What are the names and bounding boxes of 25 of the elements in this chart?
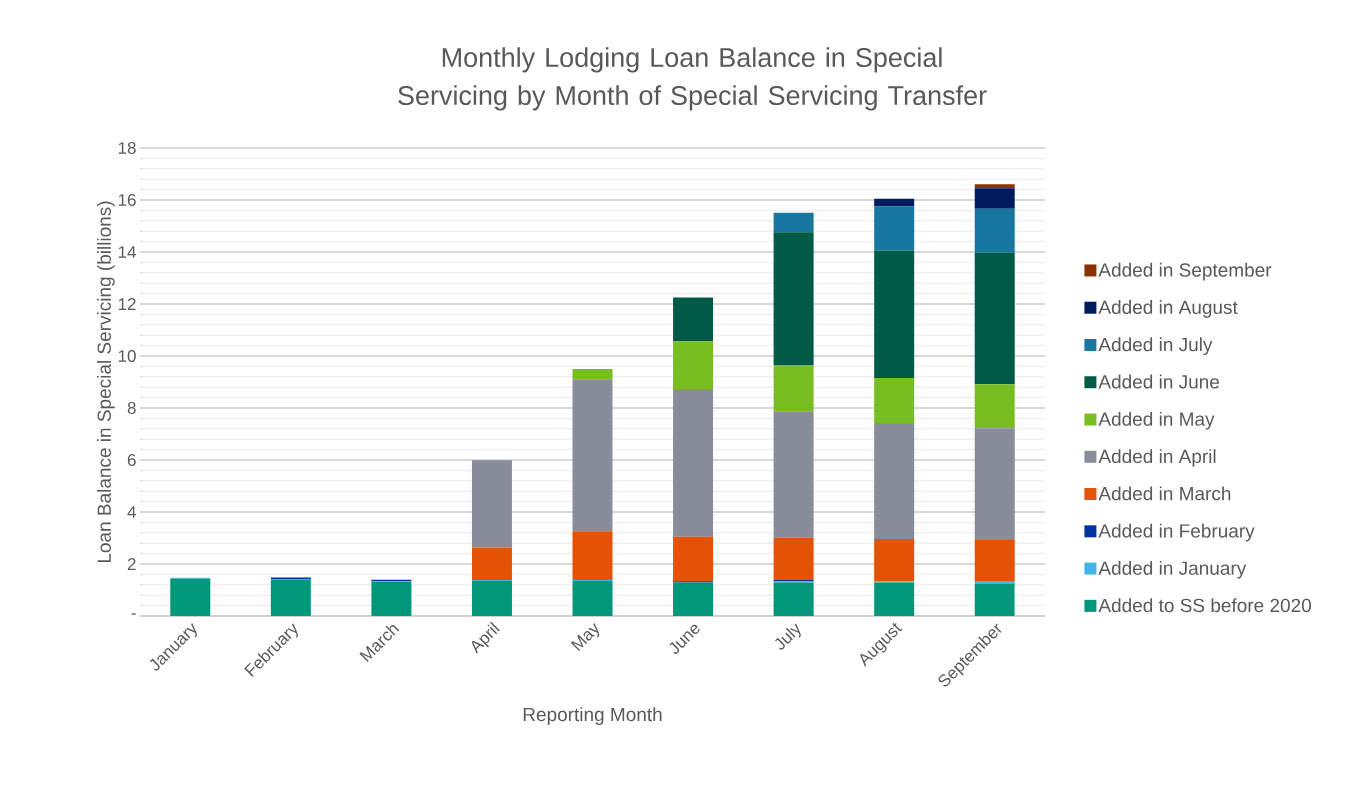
legend-label: Added in February (1098, 523, 1255, 542)
y-tick-label: 10 (118, 349, 136, 363)
y-tick-label: - (131, 613, 136, 615)
legend-label: Added in June (1098, 374, 1220, 389)
legend-label: Added in January (1098, 560, 1247, 579)
legend-label: Added to SS before 2020 (1098, 598, 1311, 613)
y-axis-title: Loan Balance in Special Servicing (billions) (96, 201, 115, 563)
legend-label: Added in August (1098, 300, 1238, 318)
chart-title: Monthly Lodging Loan Balance in Special Servicing by Month of Special Servicing Transfer (398, 47, 987, 111)
legend-label: Added in July (1098, 337, 1213, 356)
y-tick-label: 18 (118, 141, 136, 155)
y-tick-label: 8 (127, 401, 136, 415)
x-tick-label: May (570, 622, 600, 651)
y-tick-label: 4 (127, 506, 136, 518)
legend-label: Added in May (1098, 411, 1215, 430)
y-tick-label: 2 (127, 558, 136, 570)
y-tick-label: 14 (118, 246, 136, 258)
y-tick-label: 6 (127, 453, 136, 467)
x-axis-title: Reporting Month (523, 707, 662, 725)
x-tick-label: July (775, 623, 801, 650)
legend-label: Added in September (1098, 262, 1272, 281)
legend-label: Added in April (1098, 449, 1216, 467)
y-tick-label: 16 (118, 193, 136, 207)
legend-label: Added in March (1098, 486, 1231, 501)
y-tick-label: 12 (118, 298, 136, 310)
